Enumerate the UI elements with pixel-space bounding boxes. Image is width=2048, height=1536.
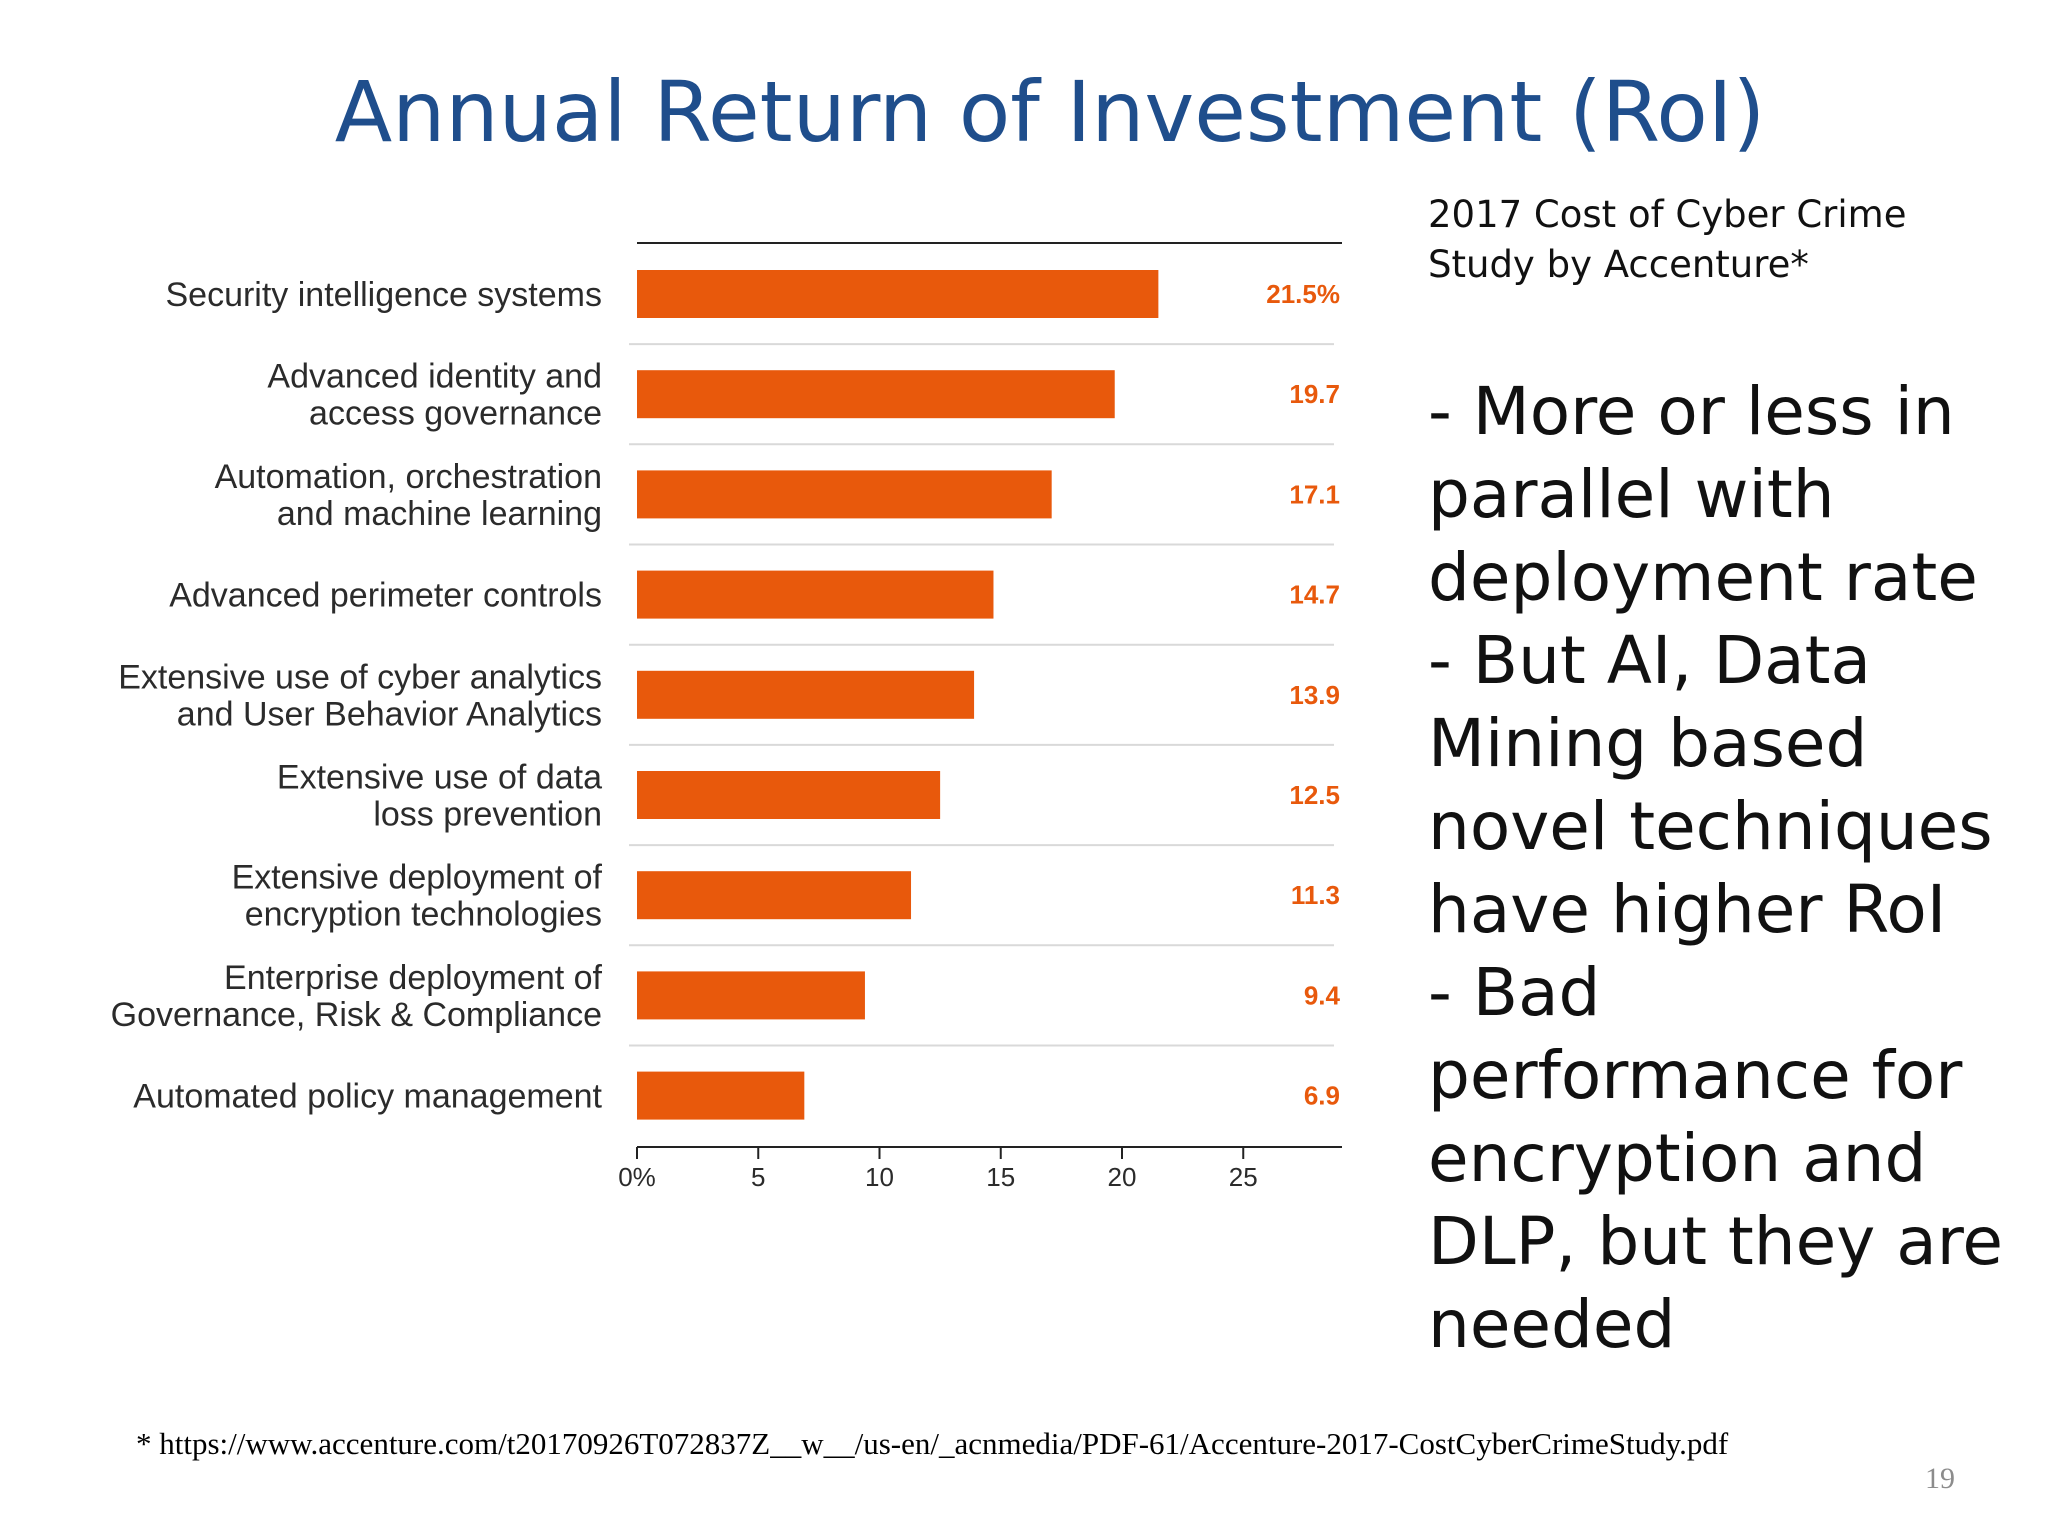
value-label: 6.9 — [1304, 1081, 1340, 1111]
value-label: 17.1 — [1289, 479, 1340, 509]
value-label: 13.9 — [1289, 680, 1340, 710]
category-label: and User Behavior Analytics — [177, 695, 602, 733]
x-tick-label: 25 — [1229, 1162, 1258, 1192]
bullet-item: - More or less in parallel with deployme… — [1428, 373, 1978, 616]
bar — [637, 871, 912, 920]
category-label: Automation, orchestration — [215, 458, 602, 496]
x-tick-label: 20 — [1108, 1162, 1137, 1192]
bar — [637, 370, 1115, 419]
category-label: Advanced perimeter controls — [169, 577, 602, 615]
category-label: Extensive use of data — [277, 759, 602, 797]
footnote-source-link: * https://www.accenture.com/t20170926T07… — [136, 1426, 1729, 1461]
category-label: Automated policy management — [133, 1078, 602, 1116]
bar — [637, 270, 1159, 318]
chart-svg: 21.5% Security intelligence systems 19.7 Ad… — [111, 242, 1342, 1192]
roi-bar-chart: 21.5% Security intelligence systems 19.7 Ad… — [111, 242, 1342, 1192]
bar — [637, 971, 865, 1020]
page-number: 19 — [1925, 1462, 1955, 1495]
bar — [637, 1071, 805, 1120]
value-label: 14.7 — [1289, 580, 1340, 610]
value-label: 11.3 — [1291, 880, 1340, 910]
x-tick-label: 0% — [618, 1162, 656, 1192]
x-tick-label: 10 — [865, 1162, 894, 1192]
category-label: access governance — [309, 395, 602, 433]
bullet-item: - But AI, Data Mining based novel techni… — [1428, 622, 1993, 948]
category-label: Security intelligence systems — [165, 276, 602, 314]
value-label: 9.4 — [1304, 980, 1341, 1010]
category-label: and machine learning — [277, 495, 602, 533]
x-tick-label: 5 — [751, 1162, 765, 1192]
category-label: Extensive use of cyber analytics — [118, 658, 602, 696]
source-caption: 2017 Cost of Cyber Crime Study by Accent… — [1428, 193, 1907, 286]
category-label: Advanced identity and — [267, 358, 602, 396]
category-label: Extensive deployment of — [232, 859, 603, 897]
bullet-item: - Bad performance for encryption and DLP… — [1428, 954, 2004, 1363]
bar — [637, 771, 941, 819]
bar — [637, 670, 975, 719]
category-label: loss prevention — [373, 796, 602, 834]
category-label: Governance, Risk & Compliance — [111, 996, 602, 1034]
x-tick-label: 15 — [986, 1162, 1015, 1192]
value-label: 21.5% — [1266, 279, 1340, 309]
category-label: encryption technologies — [245, 896, 602, 934]
value-label: 12.5 — [1289, 780, 1340, 810]
slide-title: Annual Return of Investment (RoI) — [334, 63, 1766, 161]
category-label: Enterprise deployment of — [224, 959, 603, 997]
bar — [637, 470, 1052, 519]
bullet-list: - More or less in parallel with deployme… — [1428, 370, 2028, 1366]
value-label: 19.7 — [1289, 379, 1340, 409]
bar — [637, 570, 994, 619]
